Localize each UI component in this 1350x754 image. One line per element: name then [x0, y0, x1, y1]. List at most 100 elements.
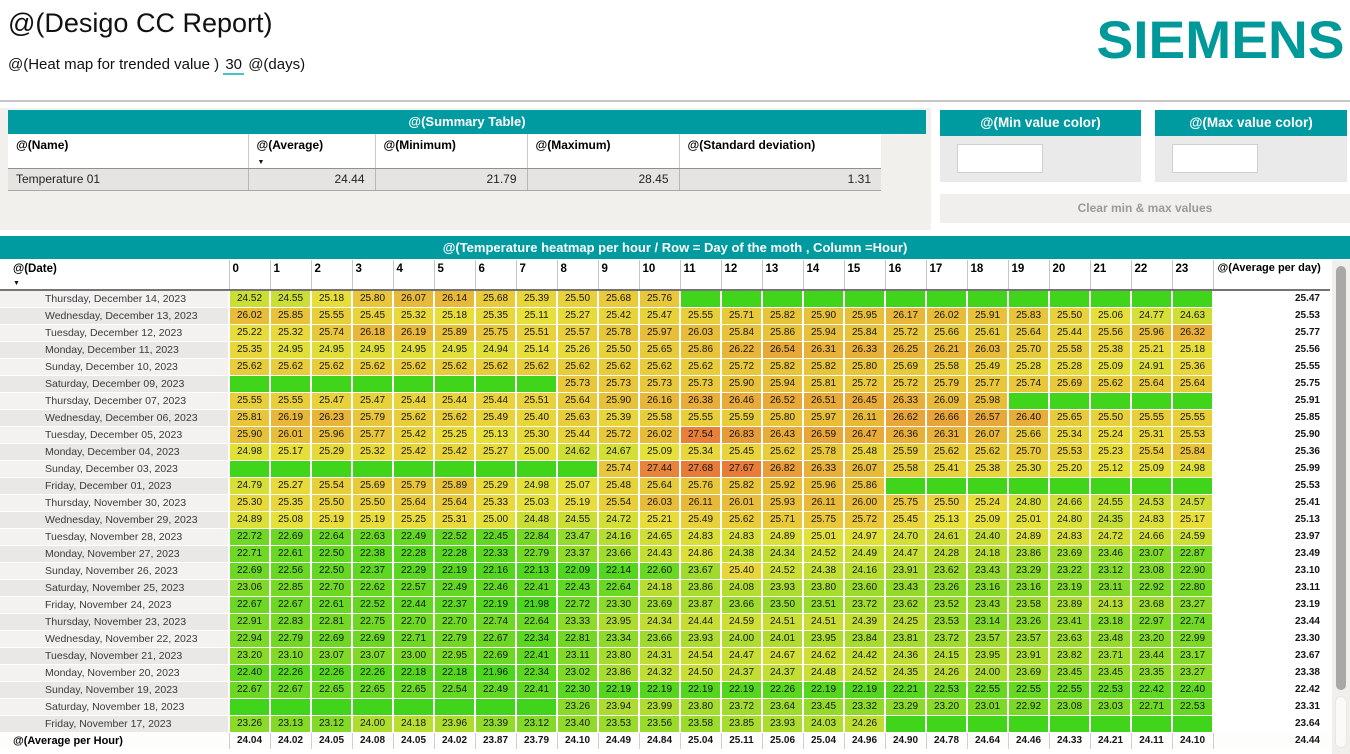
heatmap-cell: 25.19 — [352, 511, 394, 529]
heatmap-cell: 22.65 — [311, 681, 353, 699]
row-date-label: Friday, November 17, 2023 — [0, 715, 230, 733]
scrollbar-thumb[interactable] — [1336, 266, 1346, 690]
heatmap-cell: 25.03 — [516, 494, 558, 512]
hour-column-header[interactable]: 11 — [680, 260, 722, 291]
date-column-header[interactable]: @(Date) ▼ — [0, 260, 230, 291]
heatmap-cell: 22.91 — [229, 613, 271, 631]
heatmap-cell: 25.54 — [598, 494, 640, 512]
hour-column-header[interactable]: 16 — [885, 260, 927, 291]
heatmap-cell: 22.65 — [352, 681, 394, 699]
heatmap-cell: 25.62 — [475, 358, 517, 376]
average-per-day-header[interactable]: @(Average per day) — [1213, 260, 1330, 291]
heatmap-cell: 23.19 — [1049, 579, 1091, 597]
heatmap-cell: 24.50 — [680, 664, 722, 682]
heatmap-cell: 25.76 — [680, 477, 722, 495]
heatmap-cell — [885, 477, 927, 495]
heatmap-cell — [475, 375, 517, 393]
heatmap-cell: 25.35 — [475, 307, 517, 325]
heatmap-cell: 23.48 — [1090, 630, 1132, 648]
subtitle-suffix: @(days) — [248, 56, 306, 73]
average-per-hour-cell: 24.64 — [967, 731, 1009, 750]
summary-column-header[interactable]: @(Maximum) — [527, 134, 680, 169]
hour-column-header[interactable]: 14 — [803, 260, 845, 291]
days-input[interactable]: 30 — [223, 56, 245, 75]
hour-column-header[interactable]: 15 — [844, 260, 886, 291]
summary-column-header[interactable]: @(Name) — [8, 134, 249, 169]
row-date-label: Monday, November 27, 2023 — [0, 545, 230, 563]
hour-column-header[interactable]: 6 — [475, 260, 517, 291]
heatmap-cell: 26.33 — [844, 341, 886, 359]
heatmap-cell: 23.14 — [967, 613, 1009, 631]
heatmap-row: Saturday, December 09, 2023 25.73 25.73 25.… — [0, 375, 1330, 393]
hour-column-header[interactable]: 7 — [516, 260, 558, 291]
heatmap-cell: 25.09 — [967, 511, 1009, 529]
heatmap-cell — [762, 290, 804, 308]
hour-column-header[interactable]: 10 — [639, 260, 681, 291]
average-per-day-cell: 25.36 — [1213, 443, 1330, 461]
row-date-label: Tuesday, December 12, 2023 — [0, 324, 230, 342]
heatmap-cell: 25.72 — [885, 375, 927, 393]
summary-column-header[interactable]: @(Minimum) — [375, 134, 528, 169]
heatmap-cell: 25.62 — [393, 358, 435, 376]
heatmap-cell: 25.62 — [557, 358, 599, 376]
heatmap-cell: 26.47 — [844, 426, 886, 444]
hour-column-header[interactable]: 12 — [721, 260, 763, 291]
heatmap-cell: 23.39 — [475, 715, 517, 733]
heatmap-cell: 25.25 — [393, 511, 435, 529]
heatmap-cell: 25.14 — [516, 341, 558, 359]
scrollbar-track — [1335, 696, 1347, 748]
hour-column-header[interactable]: 5 — [434, 260, 476, 291]
average-per-day-cell: 23.97 — [1213, 528, 1330, 546]
hour-column-header[interactable]: 23 — [1172, 260, 1214, 291]
max-color-input[interactable] — [1172, 144, 1258, 173]
heatmap-cell: 24.89 — [229, 511, 271, 529]
hour-column-header[interactable]: 22 — [1131, 260, 1173, 291]
hour-column-header[interactable]: 8 — [557, 260, 599, 291]
hour-column-header[interactable]: 9 — [598, 260, 640, 291]
hour-column-header[interactable]: 19 — [1008, 260, 1050, 291]
heatmap-cell: 25.74 — [311, 324, 353, 342]
heatmap-cell: 26.23 — [311, 409, 353, 427]
heatmap-row: Friday, November 24, 2023 22.67 22.67 22.61… — [0, 596, 1330, 614]
heatmap-cell: 23.13 — [270, 715, 312, 733]
heatmap-cell: 25.51 — [516, 392, 558, 410]
heatmap-cell: 23.82 — [1049, 647, 1091, 665]
hour-column-header[interactable]: 0 — [229, 260, 271, 291]
heatmap-cell: 23.80 — [598, 647, 640, 665]
heatmap-cell: 24.44 — [680, 613, 722, 631]
heatmap-cell: 25.90 — [803, 307, 845, 325]
row-date-label: Wednesday, December 13, 2023 — [0, 307, 230, 325]
heatmap-cell: 23.22 — [1049, 562, 1091, 580]
hour-column-header[interactable]: 13 — [762, 260, 804, 291]
heatmap-cell — [352, 375, 394, 393]
min-color-input[interactable] — [957, 144, 1043, 173]
hour-column-header[interactable]: 3 — [352, 260, 394, 291]
hour-column-header[interactable]: 20 — [1049, 260, 1091, 291]
heatmap-cell: 26.43 — [762, 426, 804, 444]
hour-column-header[interactable]: 21 — [1090, 260, 1132, 291]
hour-column-header[interactable]: 4 — [393, 260, 435, 291]
heatmap-cell: 24.52 — [229, 290, 271, 308]
heatmap-cell: 22.28 — [434, 545, 476, 563]
average-per-hour-label: @(Average per Hour) — [0, 731, 230, 750]
heatmap-cell: 24.65 — [639, 528, 681, 546]
summary-column-header[interactable]: @(Standard deviation) — [679, 134, 881, 169]
heatmap-cell: 25.90 — [229, 426, 271, 444]
row-date-label: Tuesday, December 05, 2023 — [0, 426, 230, 444]
hour-column-header[interactable]: 2 — [311, 260, 353, 291]
hour-column-header[interactable]: 1 — [270, 260, 312, 291]
heatmap-cell: 25.44 — [1049, 324, 1091, 342]
hour-column-header[interactable]: 17 — [926, 260, 968, 291]
heatmap-cell: 26.66 — [926, 409, 968, 427]
summary-column-header[interactable]: @(Average) ▼ — [248, 134, 376, 169]
heatmap-cell: 22.72 — [229, 528, 271, 546]
heatmap-table: @(Date) ▼ 0 1 2 3 4 5 6 7 8 9 10 11 12 13 14 15 16 17 18 19 20… — [0, 260, 1330, 750]
heatmap-cell: 25.69 — [1049, 375, 1091, 393]
hour-column-header[interactable]: 18 — [967, 260, 1009, 291]
heatmap-cell: 25.09 — [1131, 460, 1173, 478]
heatmap-cell: 23.71 — [1090, 647, 1132, 665]
heatmap-cell: 22.19 — [434, 562, 476, 580]
heatmap-cell: 22.19 — [803, 681, 845, 699]
heatmap-cell: 25.58 — [639, 409, 681, 427]
clear-min-max-button[interactable]: Clear min & max values — [940, 194, 1350, 223]
